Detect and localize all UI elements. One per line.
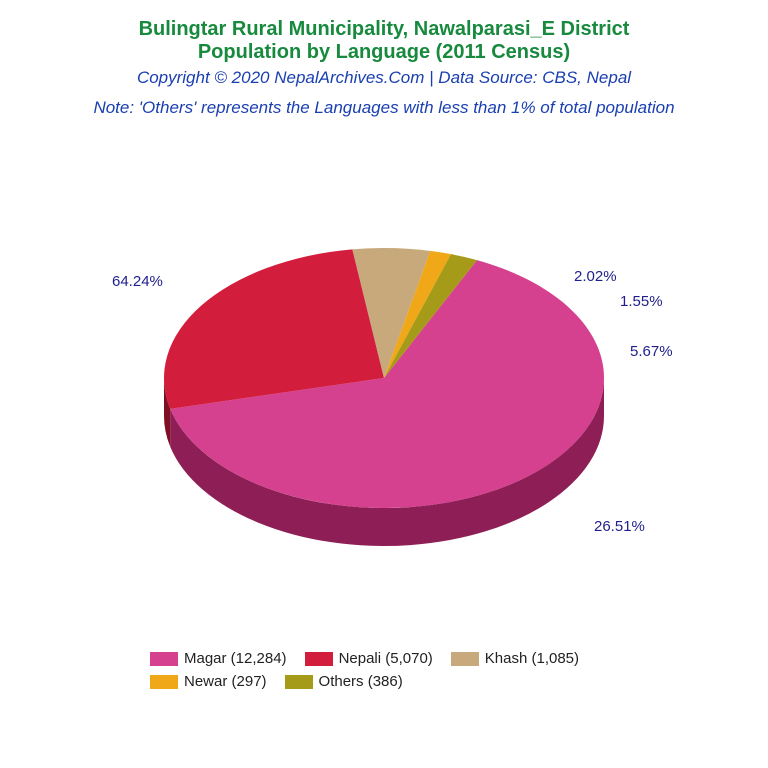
legend-swatch (451, 652, 479, 666)
legend-item: Newar (297) (150, 673, 267, 690)
pie-chart-area: 64.24% 26.51% 5.67% 1.55%2.02% (0, 118, 768, 598)
legend-item: Magar (12,284) (150, 650, 287, 667)
pie-pct-label: 26.51% (594, 518, 645, 535)
legend-label: Nepali (5,070) (339, 650, 433, 667)
legend-swatch (285, 675, 313, 689)
legend-label: Magar (12,284) (184, 650, 287, 667)
legend-item: Nepali (5,070) (305, 650, 433, 667)
legend-row: Magar (12,284) Nepali (5,070) Khash (1,085… (150, 650, 650, 696)
pie-pct-label: 2.02% (574, 268, 617, 285)
legend: Magar (12,284) Nepali (5,070) Khash (1,085… (150, 650, 650, 696)
chart-title-line2: Population by Language (2011 Census) (0, 41, 768, 64)
pie-pct-label: 1.55% (620, 293, 663, 310)
legend-swatch (150, 652, 178, 666)
note-line: Note: 'Others' represents the Languages … (0, 98, 768, 118)
chart-title-line1: Bulingtar Rural Municipality, Nawalparas… (0, 18, 768, 41)
legend-label: Khash (1,085) (485, 650, 579, 667)
copyright-line: Copyright © 2020 NepalArchives.Com | Dat… (0, 68, 768, 88)
title-block: Bulingtar Rural Municipality, Nawalparas… (0, 0, 768, 118)
legend-item: Others (386) (285, 673, 403, 690)
pie-pct-label: 5.67% (630, 343, 673, 360)
legend-item: Khash (1,085) (451, 650, 579, 667)
pie-pct-label: 64.24% (112, 273, 163, 290)
legend-label: Newar (297) (184, 673, 267, 690)
legend-label: Others (386) (319, 673, 403, 690)
legend-swatch (150, 675, 178, 689)
legend-swatch (305, 652, 333, 666)
